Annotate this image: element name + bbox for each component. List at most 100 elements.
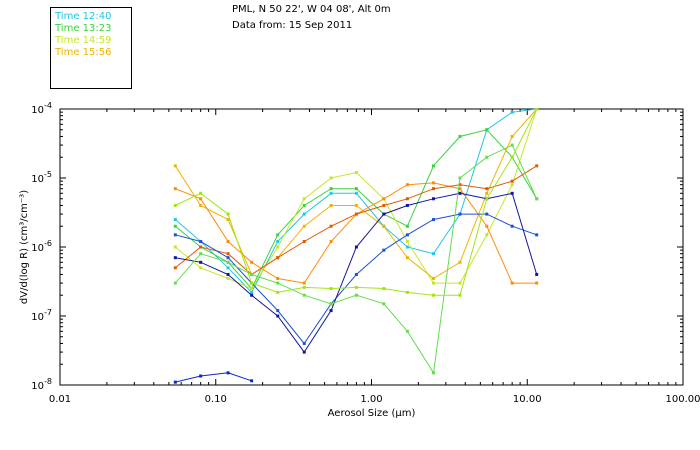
plot-frame [59,108,684,386]
data-point [276,290,280,294]
data-point [510,155,514,159]
data-point [535,164,539,168]
data-point [302,203,306,207]
data-point [405,183,409,187]
data-point [510,110,514,114]
x-axis-label: Aerosol Size (µm) [328,408,416,419]
data-point [354,191,358,195]
data-point [510,134,514,138]
data-point [510,183,514,187]
data-point [199,245,203,249]
data-point [354,245,358,249]
legend-box: Time 12:40 Time 13:23 Time 14:59 Time 15… [50,7,132,89]
data-point [354,293,358,297]
data-point [250,272,254,276]
series-line [174,129,538,290]
data-point [510,179,514,183]
data-point [199,266,203,270]
data-point [382,248,386,252]
y-tick-label: 10-5 [31,170,52,185]
data-point [458,187,462,191]
data-point [199,374,203,378]
data-point [250,287,254,291]
data-point [485,128,489,132]
data-point [405,240,409,244]
data-point [354,285,358,289]
data-point [250,290,254,294]
data-point [510,224,514,228]
data-point [458,260,462,264]
data-point [510,281,514,285]
data-point [250,379,254,383]
data-point [535,108,539,111]
chart-subtitle: Data from: 15 Sep 2011 [232,20,353,31]
data-point [276,309,280,313]
y-tick-label: 10-8 [31,377,52,392]
data-point [276,276,280,280]
data-point [485,224,489,228]
data-point [276,256,280,260]
legend-entry: Time 12:40 [55,11,112,22]
x-tick-label: 100.00 [666,394,700,405]
data-point [199,203,203,207]
data-point [354,187,358,191]
data-point [354,272,358,276]
data-point [382,197,386,201]
data-point [276,240,280,244]
data-point [431,293,435,297]
data-point [329,287,333,291]
x-tick-label: 0.10 [205,394,227,405]
data-point [510,143,514,147]
x-tick-label: 1.00 [360,394,382,405]
data-point [302,240,306,244]
data-point [226,272,230,276]
legend-entry: Time 13:23 [55,23,112,34]
data-point [173,187,177,191]
data-point [173,281,177,285]
data-point [535,233,539,237]
legend-entry: Time 14:59 [55,35,112,46]
data-point [329,176,333,180]
data-point [329,240,333,244]
data-point [535,272,539,276]
data-point [276,281,280,285]
data-point [226,266,230,270]
data-point [302,293,306,297]
data-point [535,197,539,201]
data-point [431,252,435,256]
data-point [405,256,409,260]
data-point [226,256,230,260]
data-point [226,218,230,222]
data-point [382,287,386,291]
data-point [431,181,435,185]
data-point [354,171,358,175]
data-point [276,233,280,237]
data-point [226,371,230,375]
data-point [431,187,435,191]
series-line [174,108,537,294]
data-point [173,245,177,249]
data-point [329,191,333,195]
data-point [199,197,203,201]
data-point [173,266,177,270]
y-tick-label: 10-6 [31,239,52,254]
data-point [302,212,306,216]
data-point [458,134,462,138]
data-point [250,281,254,285]
y-tick-label: 10-4 [31,101,52,116]
y-axis-label: dV/d(log R) (cm³/cm⁻³) [19,190,30,304]
data-point [405,245,409,249]
data-point [485,191,489,195]
data-point [458,183,462,187]
data-point [458,281,462,285]
data-point [302,224,306,228]
data-point [485,187,489,191]
data-point [199,260,203,264]
data-point [485,197,489,201]
data-point [173,233,177,237]
data-point [431,371,435,375]
data-point [458,176,462,180]
series-group [173,108,539,384]
data-point [405,224,409,228]
data-point [173,380,177,384]
